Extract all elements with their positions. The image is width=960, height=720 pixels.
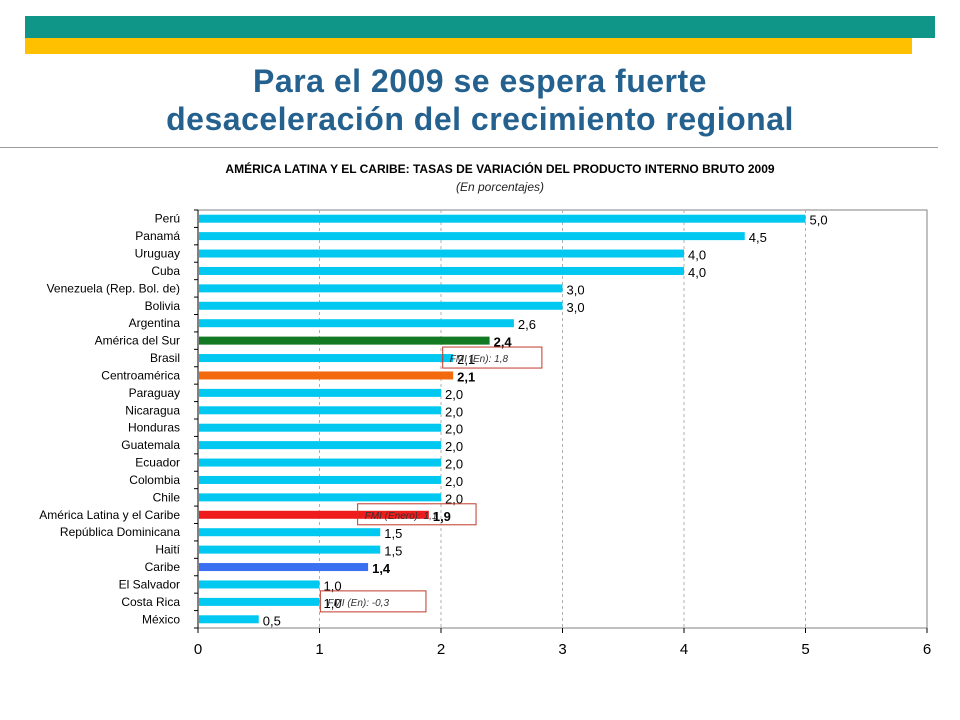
value-label: 4,0 [688, 265, 706, 280]
value-label: 0,5 [263, 613, 281, 628]
category-label: Brasil [150, 351, 180, 365]
annotation-box [357, 503, 477, 526]
x-tick-label: 3 [558, 641, 566, 658]
value-label: 4,0 [688, 248, 706, 263]
x-tick-label: 5 [801, 641, 809, 658]
value-label: 2,0 [445, 491, 463, 506]
bar [199, 458, 441, 467]
annotation-label: FMI (En): 1,8 [450, 354, 509, 365]
value-label: 2,1 [457, 369, 475, 384]
bar [199, 510, 429, 519]
value-label: 2,1 [457, 352, 475, 367]
value-label: 2,0 [445, 404, 463, 419]
category-label: Chile [153, 490, 181, 504]
category-label: Caribe [145, 560, 181, 574]
bar [199, 388, 441, 397]
value-label: 2,0 [445, 457, 463, 472]
bar [199, 441, 441, 450]
bar [199, 563, 369, 572]
bar [199, 371, 454, 380]
category-label: Uruguay [135, 247, 180, 261]
category-label: Ecuador [135, 456, 180, 470]
teal-header-bar [25, 16, 935, 38]
value-label: 2,6 [518, 317, 536, 332]
annotation-box [319, 590, 427, 613]
annotation-box [442, 346, 543, 369]
category-label: América Latina y el Caribe [39, 508, 180, 522]
annotation-label: FMI (En): -0,3 [327, 598, 389, 609]
x-tick-label: 4 [680, 641, 688, 658]
bar [199, 423, 441, 432]
category-label: Venezuela (Rep. Bol. de) [47, 281, 180, 295]
x-tick-label: 0 [194, 641, 202, 658]
value-label: 1,5 [384, 544, 402, 559]
bar [199, 319, 514, 328]
bar [199, 214, 806, 223]
bar [199, 232, 745, 241]
slide-title-line2: desaceleración del crecimiento regional [166, 101, 794, 137]
yellow-header-bar [25, 38, 912, 54]
value-label: 4,5 [749, 230, 767, 245]
x-tick-label: 6 [923, 641, 931, 658]
bar [199, 406, 441, 415]
chart-title: AMÉRICA LATINA Y EL CARIBE: TASAS DE VAR… [225, 162, 775, 176]
value-label: 2,0 [445, 422, 463, 437]
value-label: 1,4 [372, 561, 391, 576]
category-label: Nicaragua [125, 403, 180, 417]
value-label: 2,0 [445, 387, 463, 402]
value-label: 1,0 [324, 596, 342, 611]
value-label: 3,0 [567, 282, 585, 297]
bar [199, 493, 441, 502]
value-label: 3,0 [567, 300, 585, 315]
category-label: Panamá [135, 229, 180, 243]
bar [199, 336, 490, 345]
category-label: Honduras [128, 421, 180, 435]
value-label: 1,9 [433, 509, 451, 524]
category-label: Costa Rica [121, 595, 180, 609]
title-divider [0, 147, 938, 148]
bar [199, 284, 563, 293]
annotation-label: FMI (Enero): 1,1 [365, 511, 438, 522]
value-label: 5,0 [810, 213, 828, 228]
chart-subtitle: (En porcentajes) [455, 180, 545, 194]
value-label: 1,5 [384, 526, 402, 541]
bar [199, 597, 320, 606]
bar [199, 266, 684, 275]
category-label: Haití [155, 543, 180, 557]
bar [199, 249, 684, 258]
category-label: Argentina [129, 316, 181, 330]
category-label: Bolivia [145, 299, 181, 313]
category-label: Guatemala [121, 438, 180, 452]
category-label: Perú [155, 212, 180, 226]
category-label: México [142, 612, 180, 626]
category-label: Paraguay [129, 386, 180, 400]
x-tick-label: 1 [315, 641, 323, 658]
bar [199, 580, 320, 589]
value-label: 2,4 [494, 335, 513, 350]
bar [199, 528, 381, 537]
bar [199, 354, 454, 363]
category-label: República Dominicana [60, 525, 180, 539]
category-label: América del Sur [95, 334, 180, 348]
bar [199, 545, 381, 554]
x-tick-label: 2 [437, 641, 445, 658]
category-label: El Salvador [119, 577, 180, 591]
slide-title: Para el 2009 se espera fuerte desacelera… [40, 62, 920, 138]
bar [199, 615, 259, 624]
slide-title-line1: Para el 2009 se espera fuerte [253, 63, 707, 99]
bar [199, 301, 563, 310]
category-label: Colombia [129, 473, 180, 487]
value-label: 1,0 [324, 578, 342, 593]
bar [199, 475, 441, 484]
value-label: 2,0 [445, 474, 463, 489]
value-label: 2,0 [445, 439, 463, 454]
category-label: Cuba [151, 264, 180, 278]
category-label: Centroamérica [101, 368, 180, 382]
